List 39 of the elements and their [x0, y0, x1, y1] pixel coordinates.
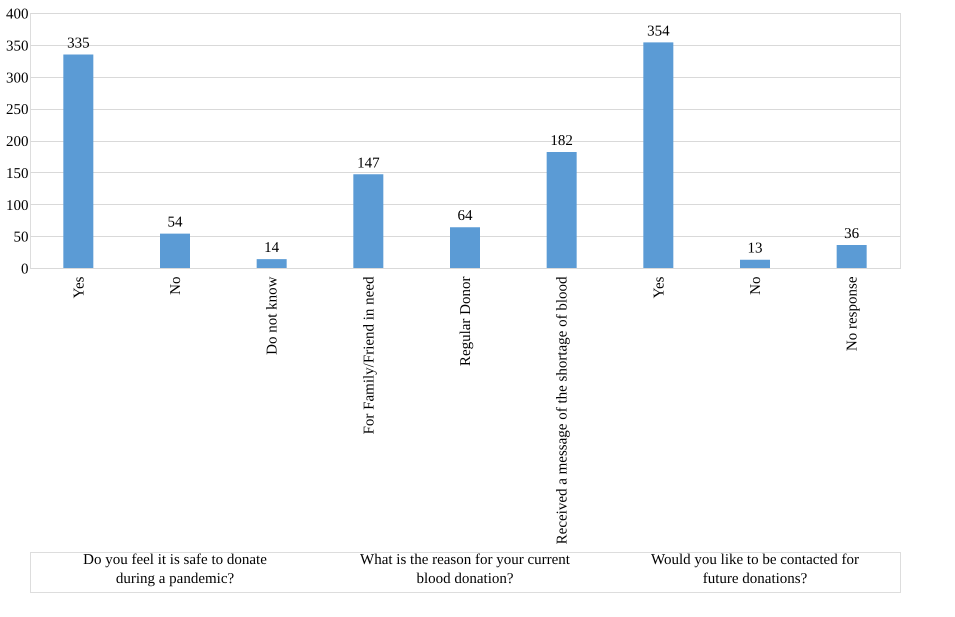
bar [836, 245, 867, 268]
text: Do you feel it is safe to donate during a pandemic? [83, 552, 268, 587]
y-tick-label: 100 [6, 198, 28, 214]
x-tick-label: Received a message of the shortage of blood [554, 276, 571, 544]
bar [63, 54, 94, 268]
data-label: 36 [844, 226, 860, 242]
y-tick-label: 350 [6, 38, 28, 54]
y-tick-label: 50 [14, 230, 28, 246]
data-label: 64 [458, 208, 473, 224]
data-label: 335 [67, 35, 90, 52]
y-tick-label: 400 [6, 6, 28, 22]
data-label: 54 [168, 214, 183, 231]
data-label: 182 [550, 132, 573, 149]
bar [643, 42, 674, 268]
text: What is the reason for your current blood donation? [360, 552, 571, 587]
x-tick-label: No [748, 276, 764, 295]
y-tick-label: 250 [6, 102, 28, 118]
data-label: 13 [748, 240, 762, 257]
data-label: 14 [264, 240, 280, 256]
data-label: 354 [647, 23, 670, 40]
bar [256, 259, 287, 268]
x-tick-label: No [168, 276, 184, 295]
bar [546, 152, 577, 268]
bar [740, 260, 770, 268]
y-tick-label: 200 [6, 134, 28, 150]
x-tick-label: Yes [651, 276, 668, 298]
bar [450, 227, 480, 268]
x-tick-label: Yes [71, 276, 88, 298]
x-tick-label: Regular Donor [458, 276, 474, 366]
x-tick-label: Do not know [264, 276, 281, 355]
x-tick-label: No response [844, 276, 861, 352]
x-tick-label: For Family/Friend in need [361, 276, 378, 434]
bar [160, 234, 190, 268]
y-tick-label: 300 [6, 70, 28, 86]
text: Would you like to be contacted for future donations? [651, 552, 859, 587]
y-tick-label: 0 [21, 262, 28, 278]
y-tick-label: 150 [6, 166, 28, 182]
bar [353, 174, 384, 268]
data-label: 147 [357, 155, 380, 172]
